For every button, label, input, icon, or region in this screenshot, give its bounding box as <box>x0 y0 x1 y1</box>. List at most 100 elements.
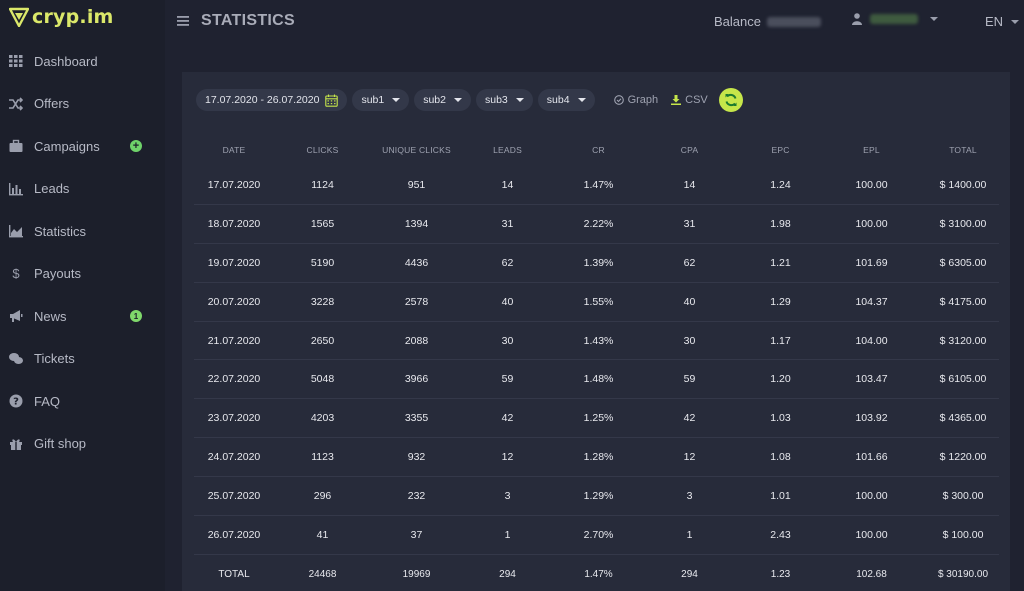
table-cell: 2650 <box>310 334 335 347</box>
sub1-dropdown[interactable]: sub1 <box>352 89 410 111</box>
table-cell: 1394 <box>404 217 429 230</box>
sidebar-item-campaigns[interactable]: Campaigns + <box>0 125 165 168</box>
table-cell: 1.39% <box>583 256 614 269</box>
balance-label: Balance <box>714 14 761 29</box>
table-cell: 294 <box>681 568 698 580</box>
table-header: DATE CLICKS UNIQUE CLICKS LEADS CR CPA E… <box>194 134 999 166</box>
table-cell: 5190 <box>310 256 335 269</box>
table-cell: 25.07.2020 <box>207 490 261 503</box>
table-cell: 23.07.2020 <box>207 412 261 425</box>
table-cell: $ 6105.00 <box>939 373 987 386</box>
table-cell: 101.69 <box>855 256 888 269</box>
table-cell: 18.07.2020 <box>207 217 261 230</box>
menu-icon[interactable] <box>177 15 189 27</box>
shuffle-icon <box>9 97 23 111</box>
gift-icon <box>9 437 23 451</box>
table-cell: 4203 <box>310 412 335 425</box>
table-cell: 2.70% <box>583 528 614 541</box>
sidebar-item-news[interactable]: News 1 <box>0 295 165 338</box>
user-menu[interactable] <box>852 13 938 25</box>
briefcase-icon <box>9 139 23 153</box>
graph-label: Graph <box>627 94 659 106</box>
chevron-down-icon <box>1011 19 1020 24</box>
table-cell: 20.07.2020 <box>207 295 261 308</box>
table-row: 26.07.2020 41 37 1 2.70% 1 2.43 100.00 $ 100.00 <box>194 516 999 555</box>
sidebar-item-tickets[interactable]: Tickets <box>0 338 165 381</box>
column-header-leads[interactable]: LEADS <box>493 145 522 155</box>
table-cell: 3966 <box>404 373 429 386</box>
table-total-row: TOTAL 24468 19969 294 1.47% 294 1.23 102… <box>194 555 999 591</box>
refresh-icon <box>725 93 737 107</box>
sidebar-item-label: Leads <box>34 181 70 197</box>
area-chart-icon <box>9 224 23 238</box>
column-header-epc[interactable]: EPC <box>771 145 790 155</box>
sidebar-item-label: Statistics <box>34 223 87 239</box>
column-header-total[interactable]: TOTAL <box>949 145 977 155</box>
table-cell: 12 <box>683 451 696 464</box>
logo-mark-icon <box>9 7 29 27</box>
table-cell: $ 3100.00 <box>939 217 987 230</box>
table-cell: 100.00 <box>855 217 888 230</box>
sidebar-item-label: Campaigns <box>34 138 100 154</box>
table-cell: 1.28% <box>583 451 614 464</box>
table-cell: 3355 <box>404 412 429 425</box>
table-row: 20.07.2020 3228 2578 40 1.55% 40 1.29 104.37 $ 4… <box>194 283 999 322</box>
language-selector[interactable]: EN <box>985 14 1020 29</box>
table-row: 19.07.2020 5190 4436 62 1.39% 62 1.21 101.69 $ 6… <box>194 244 999 283</box>
table-cell: 1.21 <box>770 256 791 269</box>
column-header-cpa[interactable]: CPA <box>680 145 699 155</box>
csv-export-button[interactable]: CSV <box>671 94 708 106</box>
refresh-button[interactable] <box>718 88 743 112</box>
page-title: STATISTICS <box>201 12 295 29</box>
table-cell: 2088 <box>404 334 429 347</box>
sidebar-item-offers[interactable]: Offers <box>0 83 165 126</box>
column-header-cr[interactable]: CR <box>592 145 605 155</box>
table-cell: 26.07.2020 <box>207 528 261 541</box>
column-header-epl[interactable]: EPL <box>863 145 880 155</box>
sub2-label: sub2 <box>423 94 446 106</box>
grid-icon <box>9 54 23 68</box>
sub4-dropdown[interactable]: sub4 <box>537 89 595 111</box>
table-cell: 104.37 <box>855 295 888 308</box>
table-cell: 1.47% <box>584 568 613 580</box>
column-header-unique-clicks[interactable]: UNIQUE CLICKS <box>382 145 451 155</box>
table-cell: 4436 <box>404 256 429 269</box>
sub2-dropdown[interactable]: sub2 <box>414 89 471 111</box>
date-range-picker[interactable]: 17.07.2020 - 26.07.2020 <box>196 89 348 111</box>
add-campaign-button[interactable]: + <box>130 140 142 153</box>
table-cell: 42 <box>683 412 696 425</box>
table-cell: 59 <box>501 373 514 386</box>
table-cell: $ 1220.00 <box>939 451 987 464</box>
dollar-icon: $ <box>12 266 20 282</box>
download-icon <box>671 95 682 105</box>
table-cell: 1.24 <box>770 178 791 191</box>
chevron-down-icon <box>454 98 462 102</box>
check-circle-icon <box>613 95 624 105</box>
sidebar-item-payouts[interactable]: $ Payouts <box>0 253 165 296</box>
user-icon <box>852 13 862 25</box>
table-row: 24.07.2020 1123 932 12 1.28% 12 1.08 101.66 $ 12… <box>194 438 999 478</box>
table-cell: 1.23 <box>770 568 791 580</box>
table-cell: 31 <box>501 217 514 230</box>
statistics-panel: 17.07.2020 - 26.07.2020 sub1 sub2 sub3 s… <box>182 72 1010 591</box>
table-cell: 3228 <box>310 295 335 308</box>
sidebar-item-dashboard[interactable]: Dashboard <box>0 40 165 83</box>
table-cell: 14 <box>501 178 514 191</box>
table-cell: $ 1400.00 <box>939 178 987 191</box>
sidebar-item-statistics[interactable]: Statistics <box>0 210 165 253</box>
table-cell: 232 <box>407 490 426 503</box>
logo[interactable]: cryp.im <box>9 5 114 29</box>
sidebar-item-gift-shop[interactable]: Gift shop <box>0 423 165 466</box>
graph-toggle[interactable]: Graph <box>613 94 659 106</box>
column-header-clicks[interactable]: CLICKS <box>306 145 339 155</box>
table-cell: 1124 <box>311 178 334 191</box>
sidebar-item-faq[interactable]: ? FAQ <box>0 380 165 423</box>
calendar-icon <box>325 94 339 107</box>
table-cell: 3 <box>504 490 511 503</box>
sub3-dropdown[interactable]: sub3 <box>476 89 533 111</box>
sidebar-item-leads[interactable]: Leads <box>0 168 165 211</box>
sidebar: cryp.im Dashboard Offers Campaigns + <box>0 0 165 591</box>
column-header-date[interactable]: DATE <box>222 145 246 155</box>
table-cell: 1565 <box>310 217 335 230</box>
table-cell: 1 <box>504 528 511 541</box>
